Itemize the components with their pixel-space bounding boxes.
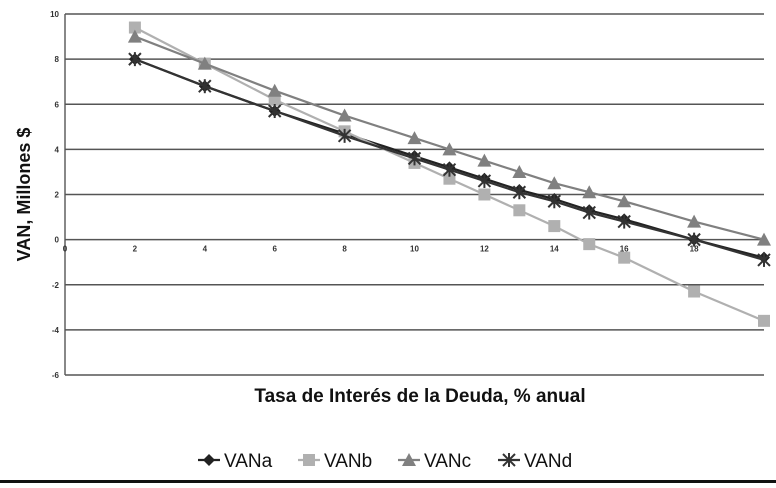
point-vanc [512, 164, 527, 178]
legend-label-vand: VANd [524, 451, 572, 472]
y-axis-label: VAN, Millones $ [14, 128, 34, 262]
point-vanb [268, 93, 281, 106]
x-tick-label: 6 [272, 245, 277, 254]
point-vanc [197, 56, 212, 70]
point-vanc [337, 108, 352, 122]
x-tick-label: 4 [203, 245, 208, 254]
point-vanb [583, 238, 596, 251]
point-vanc [442, 142, 457, 156]
y-tick-label: 2 [55, 191, 60, 200]
x-tick-label: 18 [690, 245, 699, 254]
y-tick-label: 4 [55, 145, 60, 154]
point-vanc [267, 83, 282, 97]
legend-marker-vanb [303, 454, 315, 466]
point-vanc [127, 29, 142, 43]
point-vanc [477, 153, 492, 167]
y-tick-label: -4 [52, 326, 60, 335]
x-tick-label: 10 [410, 245, 419, 254]
point-vanc [582, 185, 597, 199]
point-vanc [547, 176, 562, 190]
x-tick-label: 14 [550, 245, 559, 254]
y-tick-label: 8 [55, 55, 60, 64]
series-line-vana [134, 58, 765, 259]
legend-label-vana: VANa [224, 451, 273, 472]
y-tick-label: 6 [55, 100, 60, 109]
bottom-border [0, 480, 776, 483]
legend-label-vanb: VANb [324, 451, 372, 472]
legend-label-vanc: VANc [424, 451, 471, 472]
series-line-vand [134, 58, 765, 261]
y-tick-label: -2 [52, 281, 60, 290]
x-tick-label: 8 [342, 245, 347, 254]
point-vanc [687, 214, 702, 228]
point-vanb [548, 220, 561, 233]
legend-marker-vanc [402, 453, 416, 466]
x-tick-label: 0 [63, 245, 68, 254]
x-tick-label: 2 [133, 245, 138, 254]
point-vanc [407, 131, 422, 145]
point-vanc [617, 194, 632, 208]
x-tick-label: 16 [620, 245, 629, 254]
point-vanb [128, 21, 141, 34]
x-axis-label: Tasa de Interés de la Deuda, % anual [254, 386, 585, 407]
y-tick-label: 10 [50, 10, 59, 19]
point-vanc [757, 232, 771, 246]
point-vanb [443, 172, 456, 185]
x-tick-label: 12 [480, 245, 489, 254]
point-vanb [513, 204, 526, 217]
point-vanb [688, 285, 701, 298]
legend-marker-vana [203, 454, 215, 466]
point-vanb [618, 251, 631, 264]
y-tick-label: -6 [52, 371, 60, 380]
series-line-vanc [134, 35, 765, 241]
point-vanb [478, 188, 491, 201]
point-vanb [758, 314, 770, 327]
y-tick-label: 0 [55, 236, 60, 245]
